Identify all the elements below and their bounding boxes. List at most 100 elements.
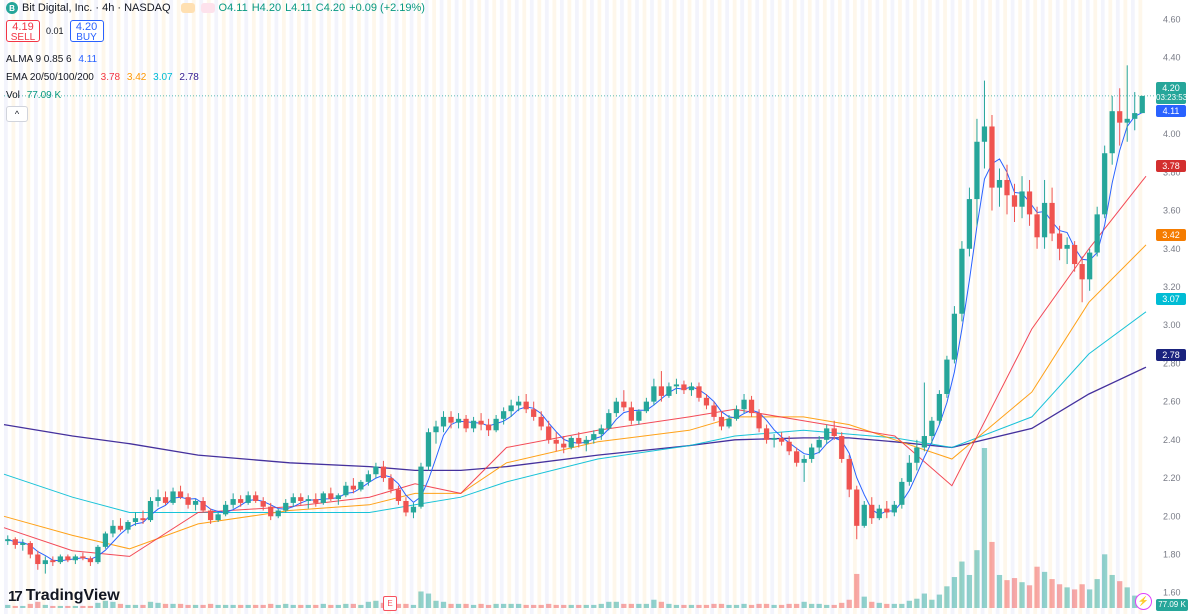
candle <box>335 493 341 505</box>
alma-legend[interactable]: ALMA 9 0.85 6 4.11 <box>6 54 97 65</box>
candle-body <box>162 497 169 503</box>
candle-body <box>253 495 259 501</box>
alma-label: ALMA 9 0.85 6 <box>6 54 72 65</box>
volume-bar <box>162 603 169 608</box>
collapse-legend-button[interactable]: ^ <box>6 106 28 122</box>
candle <box>223 500 229 517</box>
volume-bar <box>50 605 56 608</box>
candle-body <box>831 428 837 437</box>
candle <box>718 411 725 431</box>
volume-bar <box>771 604 777 608</box>
candle <box>230 493 236 509</box>
candle-body <box>478 420 484 425</box>
volume-bar <box>861 596 867 608</box>
buy-price: 4.20 <box>75 21 98 33</box>
candle <box>741 393 747 414</box>
candle-body <box>846 458 852 490</box>
candle-body <box>1132 113 1138 119</box>
candle <box>1102 145 1108 219</box>
session-stripe <box>139 0 143 614</box>
session-stripe <box>695 0 699 614</box>
candle <box>155 489 161 507</box>
volume-bar <box>140 604 146 608</box>
volume-bar <box>117 603 124 608</box>
emoji-icon-2[interactable] <box>200 3 215 13</box>
session-stripe <box>1055 0 1060 614</box>
candle-body <box>643 401 650 412</box>
volume-bar <box>824 604 830 608</box>
volume-bars <box>5 448 1145 608</box>
candle-body <box>418 466 424 507</box>
candle <box>763 424 770 444</box>
candle <box>207 508 214 524</box>
volume-bar <box>305 604 311 608</box>
session-stripe <box>297 0 301 614</box>
candle <box>185 493 191 509</box>
session-stripe <box>327 0 331 614</box>
y-tick-label: 2.20 <box>1163 473 1181 483</box>
candle <box>268 502 274 521</box>
candle <box>125 520 131 534</box>
buy-label: BUY <box>76 32 97 43</box>
candle-body <box>170 491 176 503</box>
ema-legend[interactable]: EMA 20/50/100/200 3.78 3.42 3.07 2.78 <box>6 72 199 83</box>
candle <box>628 401 634 425</box>
session-stripe <box>116 0 121 614</box>
sell-button[interactable]: 4.19 SELL <box>6 20 40 43</box>
session-stripe <box>357 0 361 614</box>
symbol-title[interactable]: Bit Digital, Inc. · 4h · NASDAQ <box>22 2 171 14</box>
candle <box>403 497 409 517</box>
last-price-tag: 4.20 03:23:53 <box>1156 82 1187 104</box>
candle-body <box>493 418 499 431</box>
candle-body <box>470 420 477 429</box>
candle-body <box>733 409 740 419</box>
earnings-marker[interactable]: E <box>383 596 397 611</box>
session-stripe <box>522 0 527 614</box>
candle <box>1004 164 1010 215</box>
volume-legend[interactable]: Vol 77.09 K <box>6 90 61 101</box>
emoji-icon[interactable] <box>180 3 195 13</box>
candle-body <box>403 500 409 513</box>
session-stripe <box>702 0 707 614</box>
candle <box>275 508 281 519</box>
volume-bar <box>989 541 995 608</box>
volume-bar <box>553 604 559 608</box>
alma-line <box>7 112 1143 562</box>
candle-body <box>591 434 597 440</box>
candle-body <box>636 411 642 421</box>
candle <box>906 455 912 486</box>
trade-panel: 4.19 SELL 0.01 4.20 BUY <box>6 20 104 43</box>
candle <box>974 118 980 226</box>
candle <box>1011 183 1018 223</box>
candle <box>696 382 702 402</box>
candle-body <box>748 399 755 414</box>
session-stripe <box>665 0 669 614</box>
session-stripe <box>1010 0 1015 614</box>
session-stripe <box>575 0 579 614</box>
volume-bar <box>35 601 41 608</box>
candle <box>1132 92 1138 131</box>
volume-bar <box>65 605 71 608</box>
volume-bar <box>598 603 604 608</box>
volume-bar <box>591 604 597 608</box>
volume-bar <box>395 603 402 608</box>
buy-button[interactable]: 4.20 BUY <box>69 20 104 43</box>
candle-body <box>132 518 139 523</box>
candle <box>621 390 627 412</box>
session-stripe <box>492 0 497 614</box>
session-stripe <box>477 0 482 614</box>
lightning-icon[interactable]: ⚡ <box>1135 593 1152 610</box>
volume-bar <box>1004 580 1010 608</box>
candle-body <box>20 543 26 545</box>
brand-name: TradingView <box>25 587 120 604</box>
volume-bar <box>95 602 101 608</box>
volume-bar <box>568 604 574 608</box>
candle <box>283 499 289 513</box>
session-stripe <box>1115 0 1120 614</box>
volume-bar <box>238 604 244 608</box>
volume-bar <box>72 605 79 608</box>
candle <box>606 409 612 431</box>
candle <box>846 455 852 498</box>
volume-bar <box>1117 581 1123 608</box>
